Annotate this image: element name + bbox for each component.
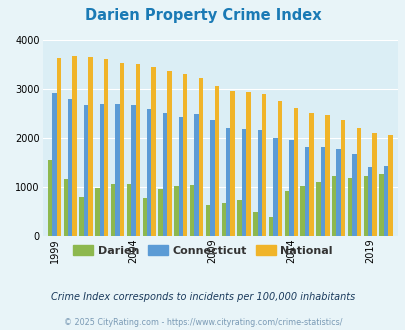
Bar xyxy=(356,128,360,236)
Legend: Darien, Connecticut, National: Darien, Connecticut, National xyxy=(69,240,336,260)
Bar xyxy=(151,67,156,236)
Bar xyxy=(284,191,288,236)
Bar xyxy=(309,113,313,236)
Bar xyxy=(268,217,273,236)
Bar xyxy=(147,109,151,236)
Bar xyxy=(88,57,92,236)
Bar xyxy=(95,188,99,236)
Bar xyxy=(371,133,376,236)
Bar xyxy=(99,104,104,236)
Bar xyxy=(119,63,124,236)
Bar xyxy=(210,119,214,236)
Bar xyxy=(221,203,225,236)
Bar xyxy=(57,58,61,236)
Bar xyxy=(226,128,230,236)
Text: Darien Property Crime Index: Darien Property Crime Index xyxy=(85,8,320,23)
Bar xyxy=(387,135,392,236)
Bar xyxy=(230,91,234,236)
Bar xyxy=(237,200,241,236)
Bar xyxy=(72,56,77,236)
Bar xyxy=(324,115,329,236)
Bar xyxy=(79,197,83,236)
Bar xyxy=(293,108,297,236)
Bar xyxy=(104,59,108,236)
Bar xyxy=(205,205,210,236)
Bar xyxy=(257,130,261,236)
Bar xyxy=(352,154,356,236)
Bar xyxy=(64,180,68,236)
Bar xyxy=(174,186,178,236)
Bar xyxy=(378,174,383,236)
Bar xyxy=(367,167,371,236)
Bar xyxy=(300,186,304,236)
Bar xyxy=(363,176,367,236)
Bar xyxy=(277,101,281,236)
Bar xyxy=(126,184,131,236)
Bar xyxy=(331,176,336,236)
Bar xyxy=(214,86,218,236)
Bar xyxy=(245,92,250,236)
Bar xyxy=(111,184,115,236)
Bar xyxy=(261,94,266,236)
Bar xyxy=(347,178,352,236)
Bar xyxy=(135,64,140,236)
Bar xyxy=(167,71,171,236)
Bar xyxy=(190,185,194,236)
Bar xyxy=(52,93,57,236)
Bar xyxy=(178,117,183,236)
Text: © 2025 CityRating.com - https://www.cityrating.com/crime-statistics/: © 2025 CityRating.com - https://www.city… xyxy=(64,318,341,327)
Bar xyxy=(194,114,198,236)
Bar xyxy=(288,140,293,236)
Bar xyxy=(131,105,135,236)
Bar xyxy=(198,78,202,236)
Bar xyxy=(115,104,119,236)
Bar xyxy=(162,113,167,236)
Bar xyxy=(383,166,387,236)
Bar xyxy=(320,147,324,236)
Bar xyxy=(252,213,257,236)
Bar xyxy=(48,160,52,236)
Text: Crime Index corresponds to incidents per 100,000 inhabitants: Crime Index corresponds to incidents per… xyxy=(51,292,354,302)
Bar xyxy=(83,105,88,236)
Bar xyxy=(336,148,340,236)
Bar xyxy=(158,189,162,236)
Bar xyxy=(273,138,277,236)
Bar xyxy=(142,198,147,236)
Bar xyxy=(183,75,187,236)
Bar xyxy=(241,129,245,236)
Bar xyxy=(68,99,72,236)
Bar xyxy=(315,182,320,236)
Bar xyxy=(340,120,344,236)
Bar xyxy=(304,147,309,236)
